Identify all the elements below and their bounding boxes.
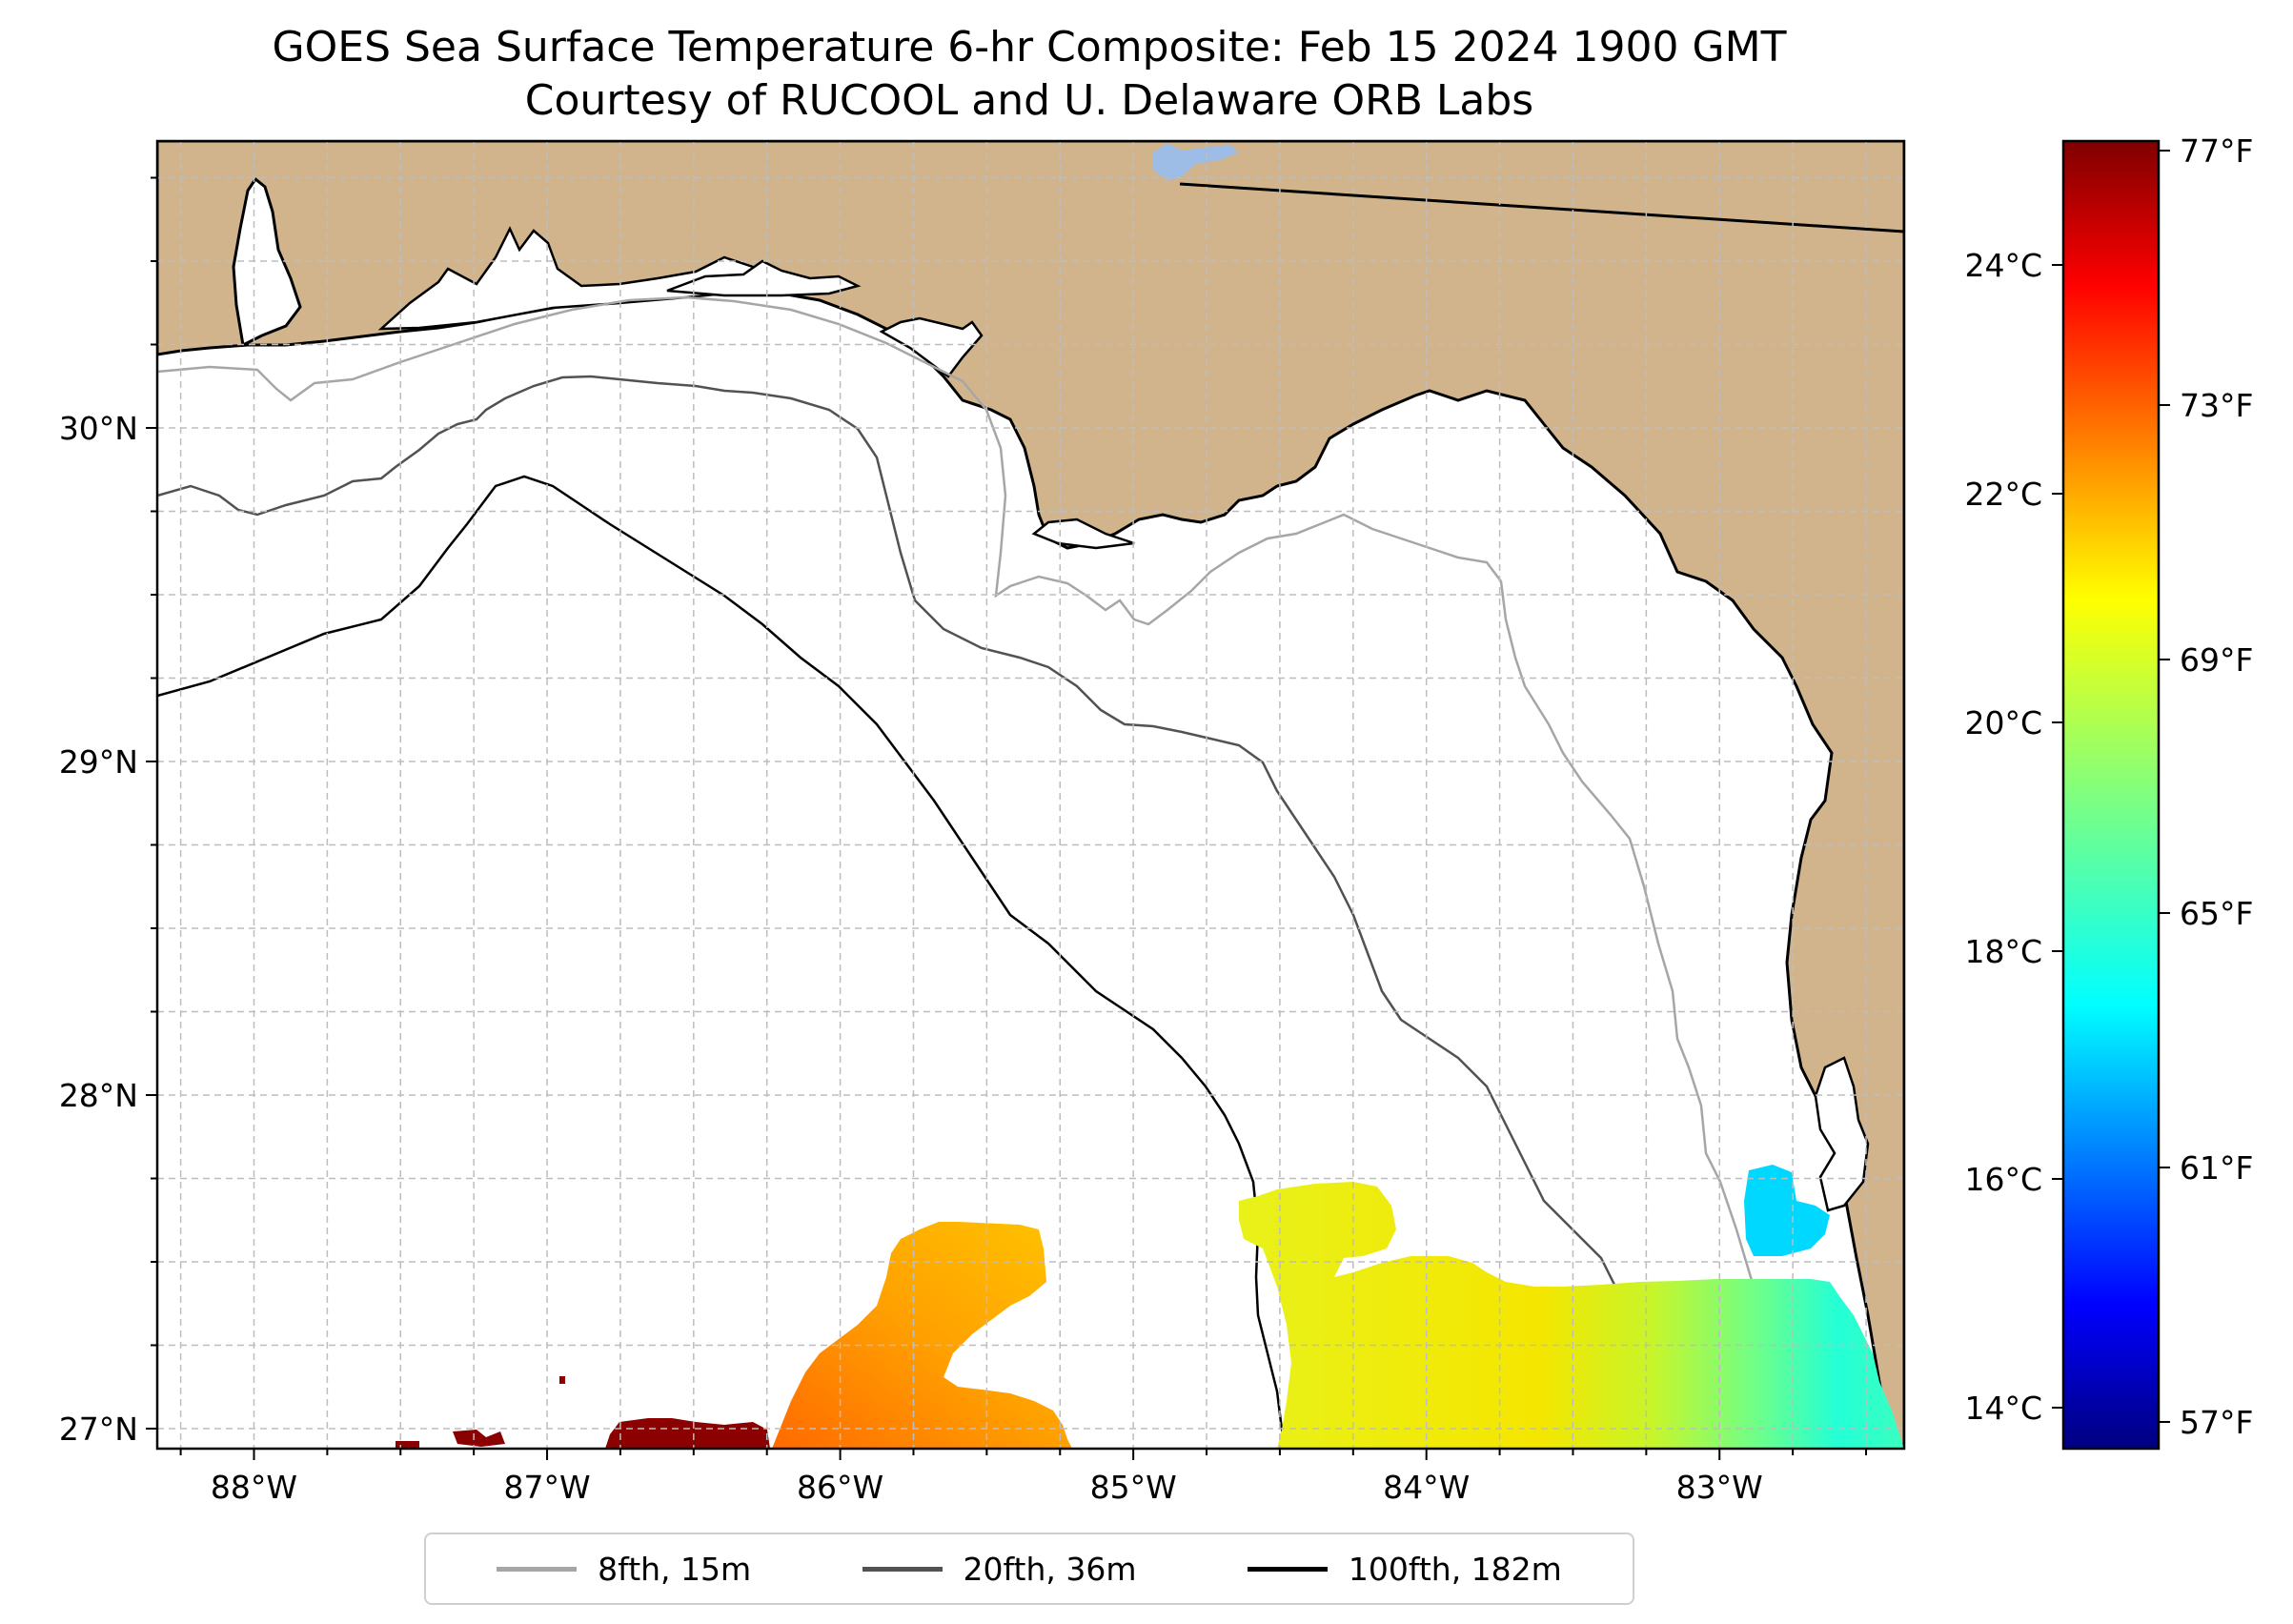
legend-swatch bbox=[862, 1566, 943, 1572]
legend-item-20fth: 20fth, 36m bbox=[862, 1551, 1137, 1588]
celsius-tick-label: 14°C bbox=[1964, 1390, 2042, 1427]
lon-tick-label: 85°W bbox=[1090, 1469, 1177, 1506]
gridlines bbox=[157, 141, 1904, 1449]
lat-tick-label: 29°N bbox=[59, 743, 138, 781]
sst-pixel bbox=[559, 1376, 565, 1384]
sst-patch-tampa bbox=[1744, 1165, 1830, 1256]
legend-swatch bbox=[1247, 1566, 1328, 1572]
legend-item-100fth: 100fth, 182m bbox=[1247, 1550, 1562, 1588]
fahrenheit-tick-label: 57°F bbox=[2180, 1404, 2253, 1441]
sst-patch-warm bbox=[605, 1418, 770, 1449]
legend-label: 8fth, 15m bbox=[598, 1550, 752, 1588]
celsius-tick-label: 18°C bbox=[1964, 933, 2042, 970]
apalachicola-bay bbox=[1031, 518, 1135, 550]
colorbar bbox=[2061, 139, 2161, 1451]
fahrenheit-tick-label: 73°F bbox=[2180, 387, 2253, 424]
celsius-tick-label: 16°C bbox=[1964, 1161, 2042, 1198]
contour-8fth-15m bbox=[157, 295, 1886, 1449]
map-frame bbox=[155, 139, 1906, 1451]
legend-item-8fth: 8fth, 15m bbox=[497, 1551, 751, 1588]
tampa-bay bbox=[1814, 1056, 1870, 1212]
celsius-tick-label: 22°C bbox=[1964, 476, 2042, 513]
legend-swatch bbox=[497, 1566, 578, 1572]
sst-patch-west bbox=[772, 1222, 1072, 1449]
latitude-axis: 30°N 29°N 28°N 27°N bbox=[59, 176, 157, 1448]
celsius-tick-label: 20°C bbox=[1964, 704, 2042, 741]
map-title: GOES Sea Surface Temperature 6-hr Compos… bbox=[272, 23, 1787, 71]
fahrenheit-tick-label: 69°F bbox=[2180, 641, 2253, 679]
lon-tick-label: 84°W bbox=[1383, 1469, 1470, 1506]
celsius-tick-label: 24°C bbox=[1964, 247, 2042, 284]
choctawhatchee-bay bbox=[666, 259, 862, 297]
contour-20fth-36m bbox=[157, 375, 1707, 1449]
lon-tick-label: 88°W bbox=[211, 1469, 297, 1506]
pensacola-bay bbox=[377, 226, 785, 331]
st-andrew-bay bbox=[879, 316, 984, 378]
colorbar-fahrenheit-axis: 77°F 73°F 69°F 65°F 61°F 57°F bbox=[2159, 132, 2253, 1441]
fahrenheit-tick-label: 77°F bbox=[2180, 132, 2253, 170]
legend-label: 100fth, 182m bbox=[1348, 1550, 1562, 1588]
longitude-axis: 88°W 87°W 86°W 85°W 84°W 83°W bbox=[179, 1449, 1868, 1506]
sst-patch-warm-dot bbox=[396, 1441, 419, 1449]
legend-label: 20fth, 36m bbox=[963, 1550, 1137, 1588]
lake-seminole bbox=[1153, 143, 1239, 181]
colorbar-celsius-axis: 24°C 22°C 20°C 18°C 16°C 14°C bbox=[1964, 247, 2063, 1427]
sst-patch-east bbox=[1239, 1182, 1904, 1449]
fahrenheit-tick-label: 61°F bbox=[2180, 1149, 2253, 1187]
lon-tick-label: 83°W bbox=[1676, 1469, 1763, 1506]
lat-tick-label: 30°N bbox=[59, 410, 138, 447]
mobile-bay bbox=[232, 176, 302, 348]
lat-tick-label: 27°N bbox=[59, 1411, 138, 1448]
contour-100fth-182m bbox=[157, 475, 1289, 1449]
lat-tick-label: 28°N bbox=[59, 1077, 138, 1114]
map-subtitle: Courtesy of RUCOOL and U. Delaware ORB L… bbox=[524, 76, 1534, 125]
lon-tick-label: 87°W bbox=[503, 1469, 590, 1506]
fahrenheit-tick-label: 65°F bbox=[2180, 895, 2253, 932]
lon-tick-label: 86°W bbox=[797, 1469, 883, 1506]
legend: 8fth, 15m 20fth, 36m 100fth, 182m bbox=[424, 1533, 1634, 1605]
sst-patch-warm-small bbox=[453, 1430, 505, 1447]
state-border bbox=[1179, 182, 1904, 233]
